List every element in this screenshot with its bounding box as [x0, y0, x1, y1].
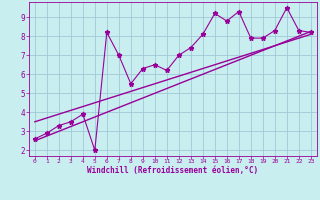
X-axis label: Windchill (Refroidissement éolien,°C): Windchill (Refroidissement éolien,°C): [87, 166, 258, 175]
